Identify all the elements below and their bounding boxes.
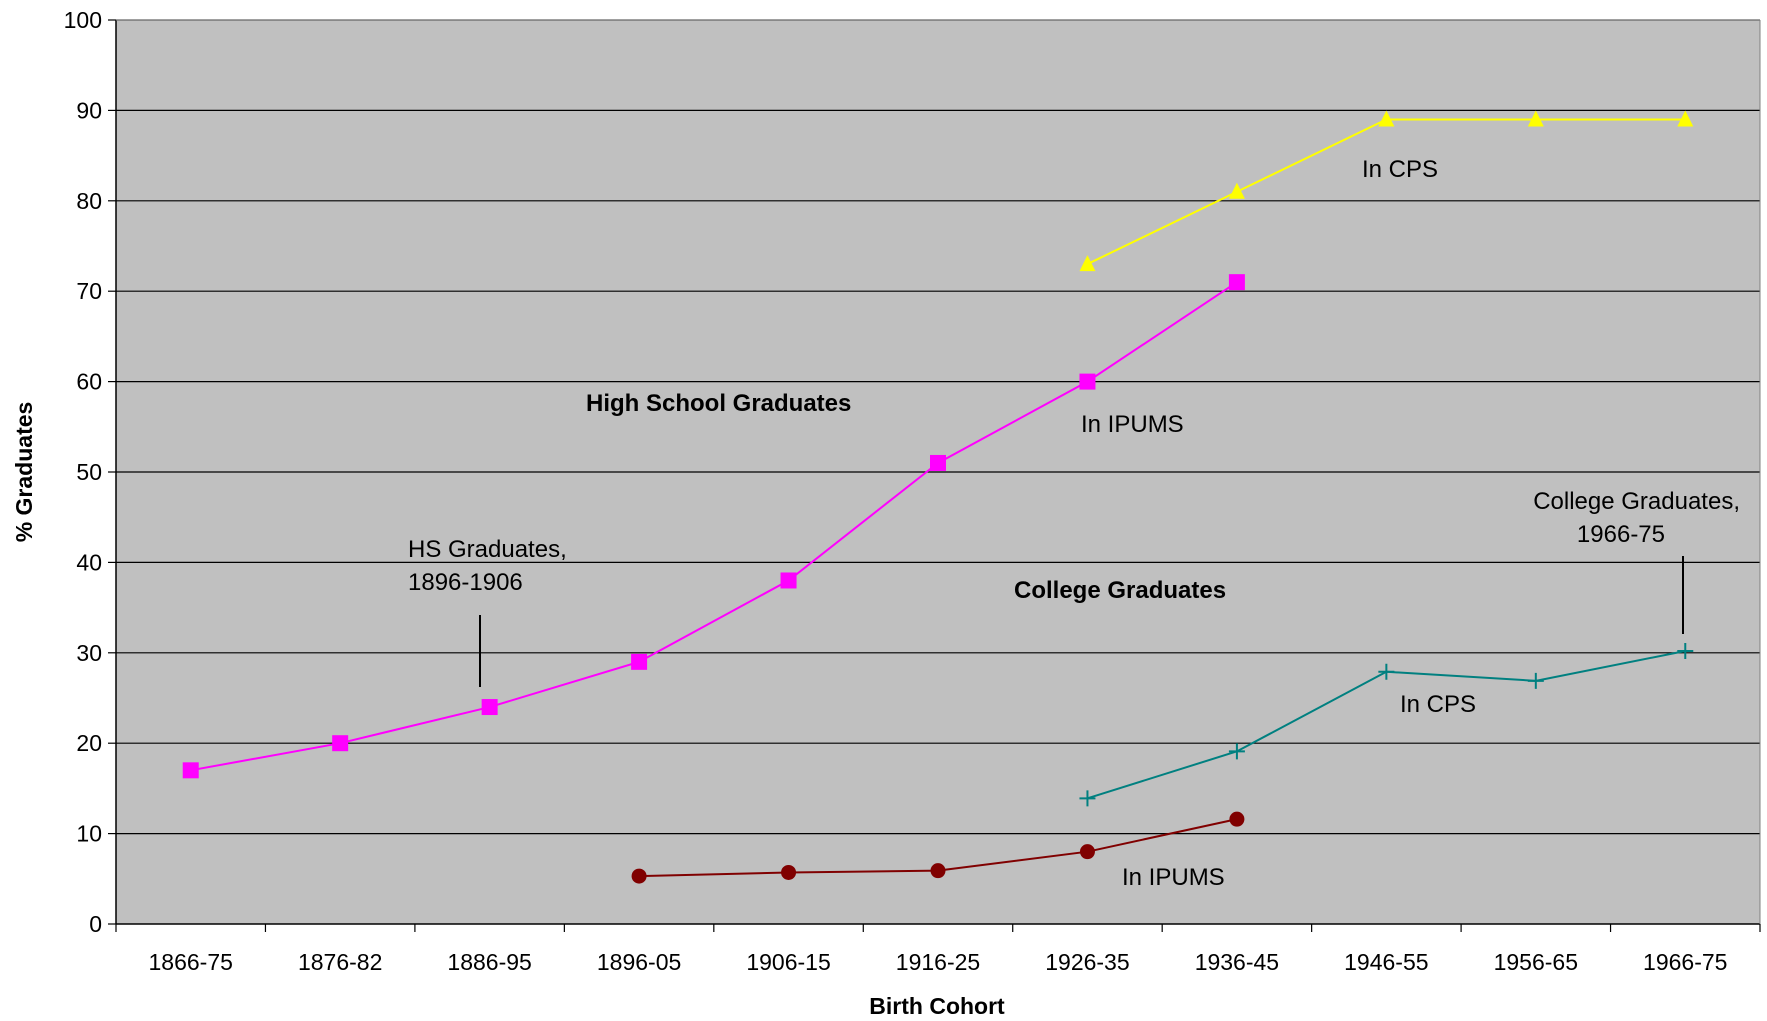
y-tick-label: 80 bbox=[76, 188, 102, 214]
annotation-hs-title: High School Graduates bbox=[586, 390, 851, 417]
x-tick-label: 1936-45 bbox=[1195, 949, 1279, 975]
annotation-college-cps: In CPS bbox=[1400, 691, 1476, 718]
data-point bbox=[1228, 274, 1245, 291]
x-tick-label: 1926-35 bbox=[1045, 949, 1129, 975]
data-point bbox=[1378, 110, 1395, 127]
series-0 bbox=[182, 274, 1245, 779]
x-tick-label: 1866-75 bbox=[149, 949, 233, 975]
y-axis-title: % Graduates bbox=[11, 402, 37, 543]
x-tick-label: 1946-55 bbox=[1344, 949, 1428, 975]
series-layer bbox=[182, 110, 1694, 884]
data-point bbox=[1677, 110, 1694, 127]
annotations: High School Graduates College Graduates … bbox=[408, 156, 1740, 891]
data-point bbox=[1677, 642, 1694, 659]
data-point bbox=[1079, 790, 1096, 807]
data-point bbox=[631, 653, 648, 670]
data-point bbox=[780, 572, 797, 589]
data-point bbox=[1079, 373, 1096, 390]
annotation-college-callout-line1: College Graduates, bbox=[1533, 488, 1740, 515]
annotation-hs-callout-line1: HS Graduates, bbox=[408, 536, 567, 563]
annotation-hs-ipums: In IPUMS bbox=[1081, 411, 1184, 438]
data-point bbox=[1079, 844, 1095, 860]
annotation-hs-callout-line2: 1896-1906 bbox=[408, 569, 523, 596]
data-point bbox=[1378, 663, 1395, 680]
y-tick-label: 70 bbox=[76, 278, 102, 304]
y-tick-label: 90 bbox=[76, 97, 102, 123]
x-tick-label: 1886-95 bbox=[447, 949, 531, 975]
x-tick-label: 1896-05 bbox=[597, 949, 681, 975]
x-axis-title: Birth Cohort bbox=[869, 993, 1005, 1019]
data-point bbox=[1527, 110, 1544, 127]
annotation-hs-cps: In CPS bbox=[1362, 156, 1438, 183]
series-2 bbox=[631, 811, 1245, 884]
y-tick-label: 0 bbox=[89, 911, 102, 937]
data-point bbox=[481, 699, 498, 716]
annotation-college-ipums: In IPUMS bbox=[1122, 864, 1225, 891]
x-tick-label: 1966-75 bbox=[1643, 949, 1727, 975]
data-point bbox=[1229, 811, 1245, 827]
data-point bbox=[1228, 743, 1245, 760]
axes: 0 10 20 30 40 50 60 70 80 90 100 1866-75 1876-82 1886… bbox=[11, 7, 1761, 1019]
y-tick-label: 40 bbox=[76, 549, 102, 575]
annotation-college-callout-line2: 1966-75 bbox=[1577, 521, 1665, 548]
data-point bbox=[781, 864, 797, 880]
y-tick-label: 100 bbox=[64, 7, 102, 33]
series-1 bbox=[1079, 110, 1694, 272]
x-tick-label: 1876-82 bbox=[298, 949, 382, 975]
data-point bbox=[332, 735, 349, 752]
data-point bbox=[1079, 255, 1096, 272]
y-tick-label: 10 bbox=[76, 821, 102, 847]
y-tick-label: 60 bbox=[76, 369, 102, 395]
data-point bbox=[930, 863, 946, 879]
x-tick-label: 1916-25 bbox=[896, 949, 980, 975]
x-tick-label: 1906-15 bbox=[746, 949, 830, 975]
annotation-college-title: College Graduates bbox=[1014, 577, 1226, 604]
y-tick-label: 30 bbox=[76, 640, 102, 666]
data-point bbox=[1527, 672, 1544, 689]
x-tick-label: 1956-65 bbox=[1494, 949, 1578, 975]
y-tick-label: 50 bbox=[76, 459, 102, 485]
data-point bbox=[930, 454, 946, 471]
data-point bbox=[1228, 182, 1245, 199]
series-line bbox=[190, 281, 1238, 772]
series-3 bbox=[1079, 642, 1694, 807]
y-tick-label: 20 bbox=[76, 730, 102, 756]
data-point bbox=[631, 868, 647, 884]
data-point bbox=[182, 762, 199, 779]
